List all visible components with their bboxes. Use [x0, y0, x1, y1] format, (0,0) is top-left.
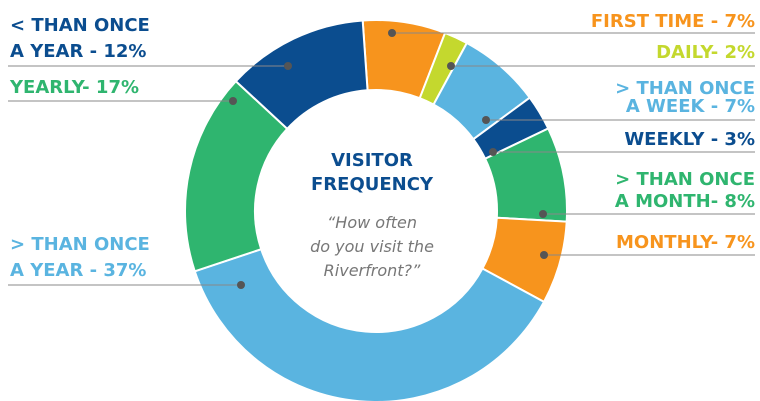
chart-subtitle: Riverfront?” — [324, 261, 421, 280]
leader-dot — [229, 97, 237, 105]
leader-dot — [539, 210, 547, 218]
leader-dot — [237, 281, 245, 289]
leader-dot — [388, 29, 396, 37]
data-label: A WEEK - 7% — [626, 96, 755, 117]
leader-dot — [489, 148, 497, 156]
chart-subtitle: “How often — [327, 213, 417, 232]
data-label: A MONTH- 8% — [615, 191, 755, 212]
chart-title: FREQUENCY — [311, 174, 434, 195]
data-label: < THAN ONCE — [10, 15, 150, 36]
data-label: > THAN ONCE — [615, 78, 755, 99]
data-label: DAILY- 2% — [656, 42, 755, 63]
leader-dot — [447, 62, 455, 70]
data-label: FIRST TIME - 7% — [591, 11, 755, 32]
data-label: MONTHLY- 7% — [616, 232, 755, 253]
chart-title: VISITOR — [331, 150, 413, 171]
data-label: A YEAR - 37% — [10, 260, 146, 281]
chart-subtitle: do you visit the — [310, 237, 434, 256]
data-label: > THAN ONCE — [10, 234, 150, 255]
donut-segment — [234, 19, 369, 131]
leader-dot — [482, 116, 490, 124]
leader-dot — [540, 251, 548, 259]
leader-dot — [284, 62, 292, 70]
data-label: WEEKLY - 3% — [624, 129, 755, 150]
data-label: YEARLY- 17% — [9, 77, 139, 98]
data-label: A YEAR - 12% — [10, 41, 146, 62]
data-label: > THAN ONCE — [615, 169, 755, 190]
donut-segment — [193, 247, 546, 401]
